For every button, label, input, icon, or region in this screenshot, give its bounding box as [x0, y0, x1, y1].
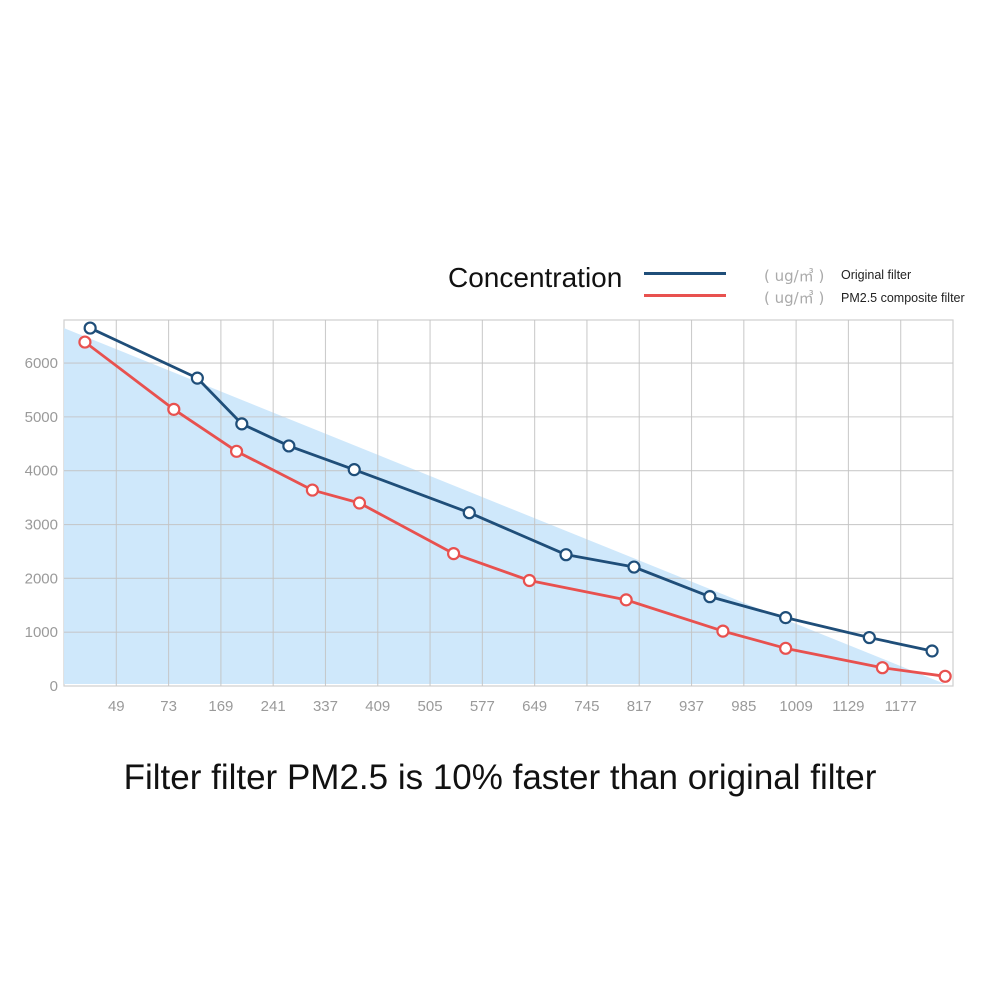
data-point-original — [190, 371, 204, 385]
data-point-composite — [446, 546, 461, 561]
data-point-original — [282, 439, 296, 453]
y-tick-label: 4000 — [25, 463, 58, 480]
x-tick-label: 817 — [627, 698, 652, 715]
data-point-original — [627, 560, 641, 574]
data-point-composite — [229, 444, 244, 458]
x-tick-label: 937 — [679, 698, 704, 715]
data-point-original — [559, 548, 573, 562]
data-point-composite — [716, 624, 730, 638]
x-tick-label: 49 — [108, 698, 125, 715]
data-point-composite — [619, 593, 633, 607]
x-tick-label: 337 — [313, 698, 338, 715]
data-point-composite — [167, 402, 181, 416]
x-tick-label: 169 — [208, 698, 233, 715]
data-point-composite — [352, 496, 367, 510]
legend-line-original — [644, 272, 726, 275]
y-tick-label: 0 — [50, 678, 58, 695]
x-tick-label: 505 — [418, 698, 443, 715]
series-line-composite — [84, 340, 946, 678]
data-point-original — [703, 590, 717, 604]
data-point-composite — [78, 335, 92, 349]
data-point-composite — [779, 641, 793, 655]
y-tick-label: 3000 — [25, 517, 58, 534]
x-tick-label: 985 — [731, 698, 756, 715]
data-point-original — [83, 321, 97, 335]
x-tick-label: 1009 — [779, 698, 812, 715]
data-point-original — [462, 506, 476, 520]
data-point-original — [925, 644, 939, 658]
data-point-original — [779, 611, 793, 625]
y-tick-label: 1000 — [25, 624, 58, 641]
x-tick-label: 409 — [365, 698, 390, 715]
data-point-original — [347, 463, 361, 477]
data-point-composite — [938, 669, 952, 683]
series-line-original — [89, 326, 933, 653]
data-point-original — [862, 630, 876, 645]
x-tick-label: 1177 — [885, 698, 917, 715]
x-tick-label: 73 — [160, 698, 177, 715]
x-tick-label: 745 — [574, 698, 599, 715]
y-tick-label: 2000 — [25, 570, 58, 587]
caption: Filter filter PM2.5 is 10% faster than o… — [123, 758, 877, 797]
data-point-composite — [305, 483, 319, 497]
x-tick-label: 577 — [470, 698, 495, 715]
x-tick-label: 1129 — [832, 698, 864, 715]
data-point-composite — [875, 661, 890, 675]
y-tick-label: 5000 — [25, 409, 58, 426]
data-point-original — [235, 417, 249, 431]
data-point-composite — [522, 573, 537, 588]
legend-unit-original: ( ug/㎥ ) — [764, 267, 825, 285]
y-tick-label: 6000 — [25, 355, 58, 372]
legend-title: Concentration — [448, 262, 623, 293]
legend-label-original: Original filter — [841, 268, 912, 282]
legend-line-composite — [644, 294, 726, 297]
x-tick-label: 241 — [261, 698, 286, 715]
x-tick-label: 649 — [522, 698, 547, 715]
legend-label-composite: PM2.5 composite filter — [841, 291, 965, 305]
legend-unit-composite: ( ug/㎥ ) — [764, 289, 825, 307]
